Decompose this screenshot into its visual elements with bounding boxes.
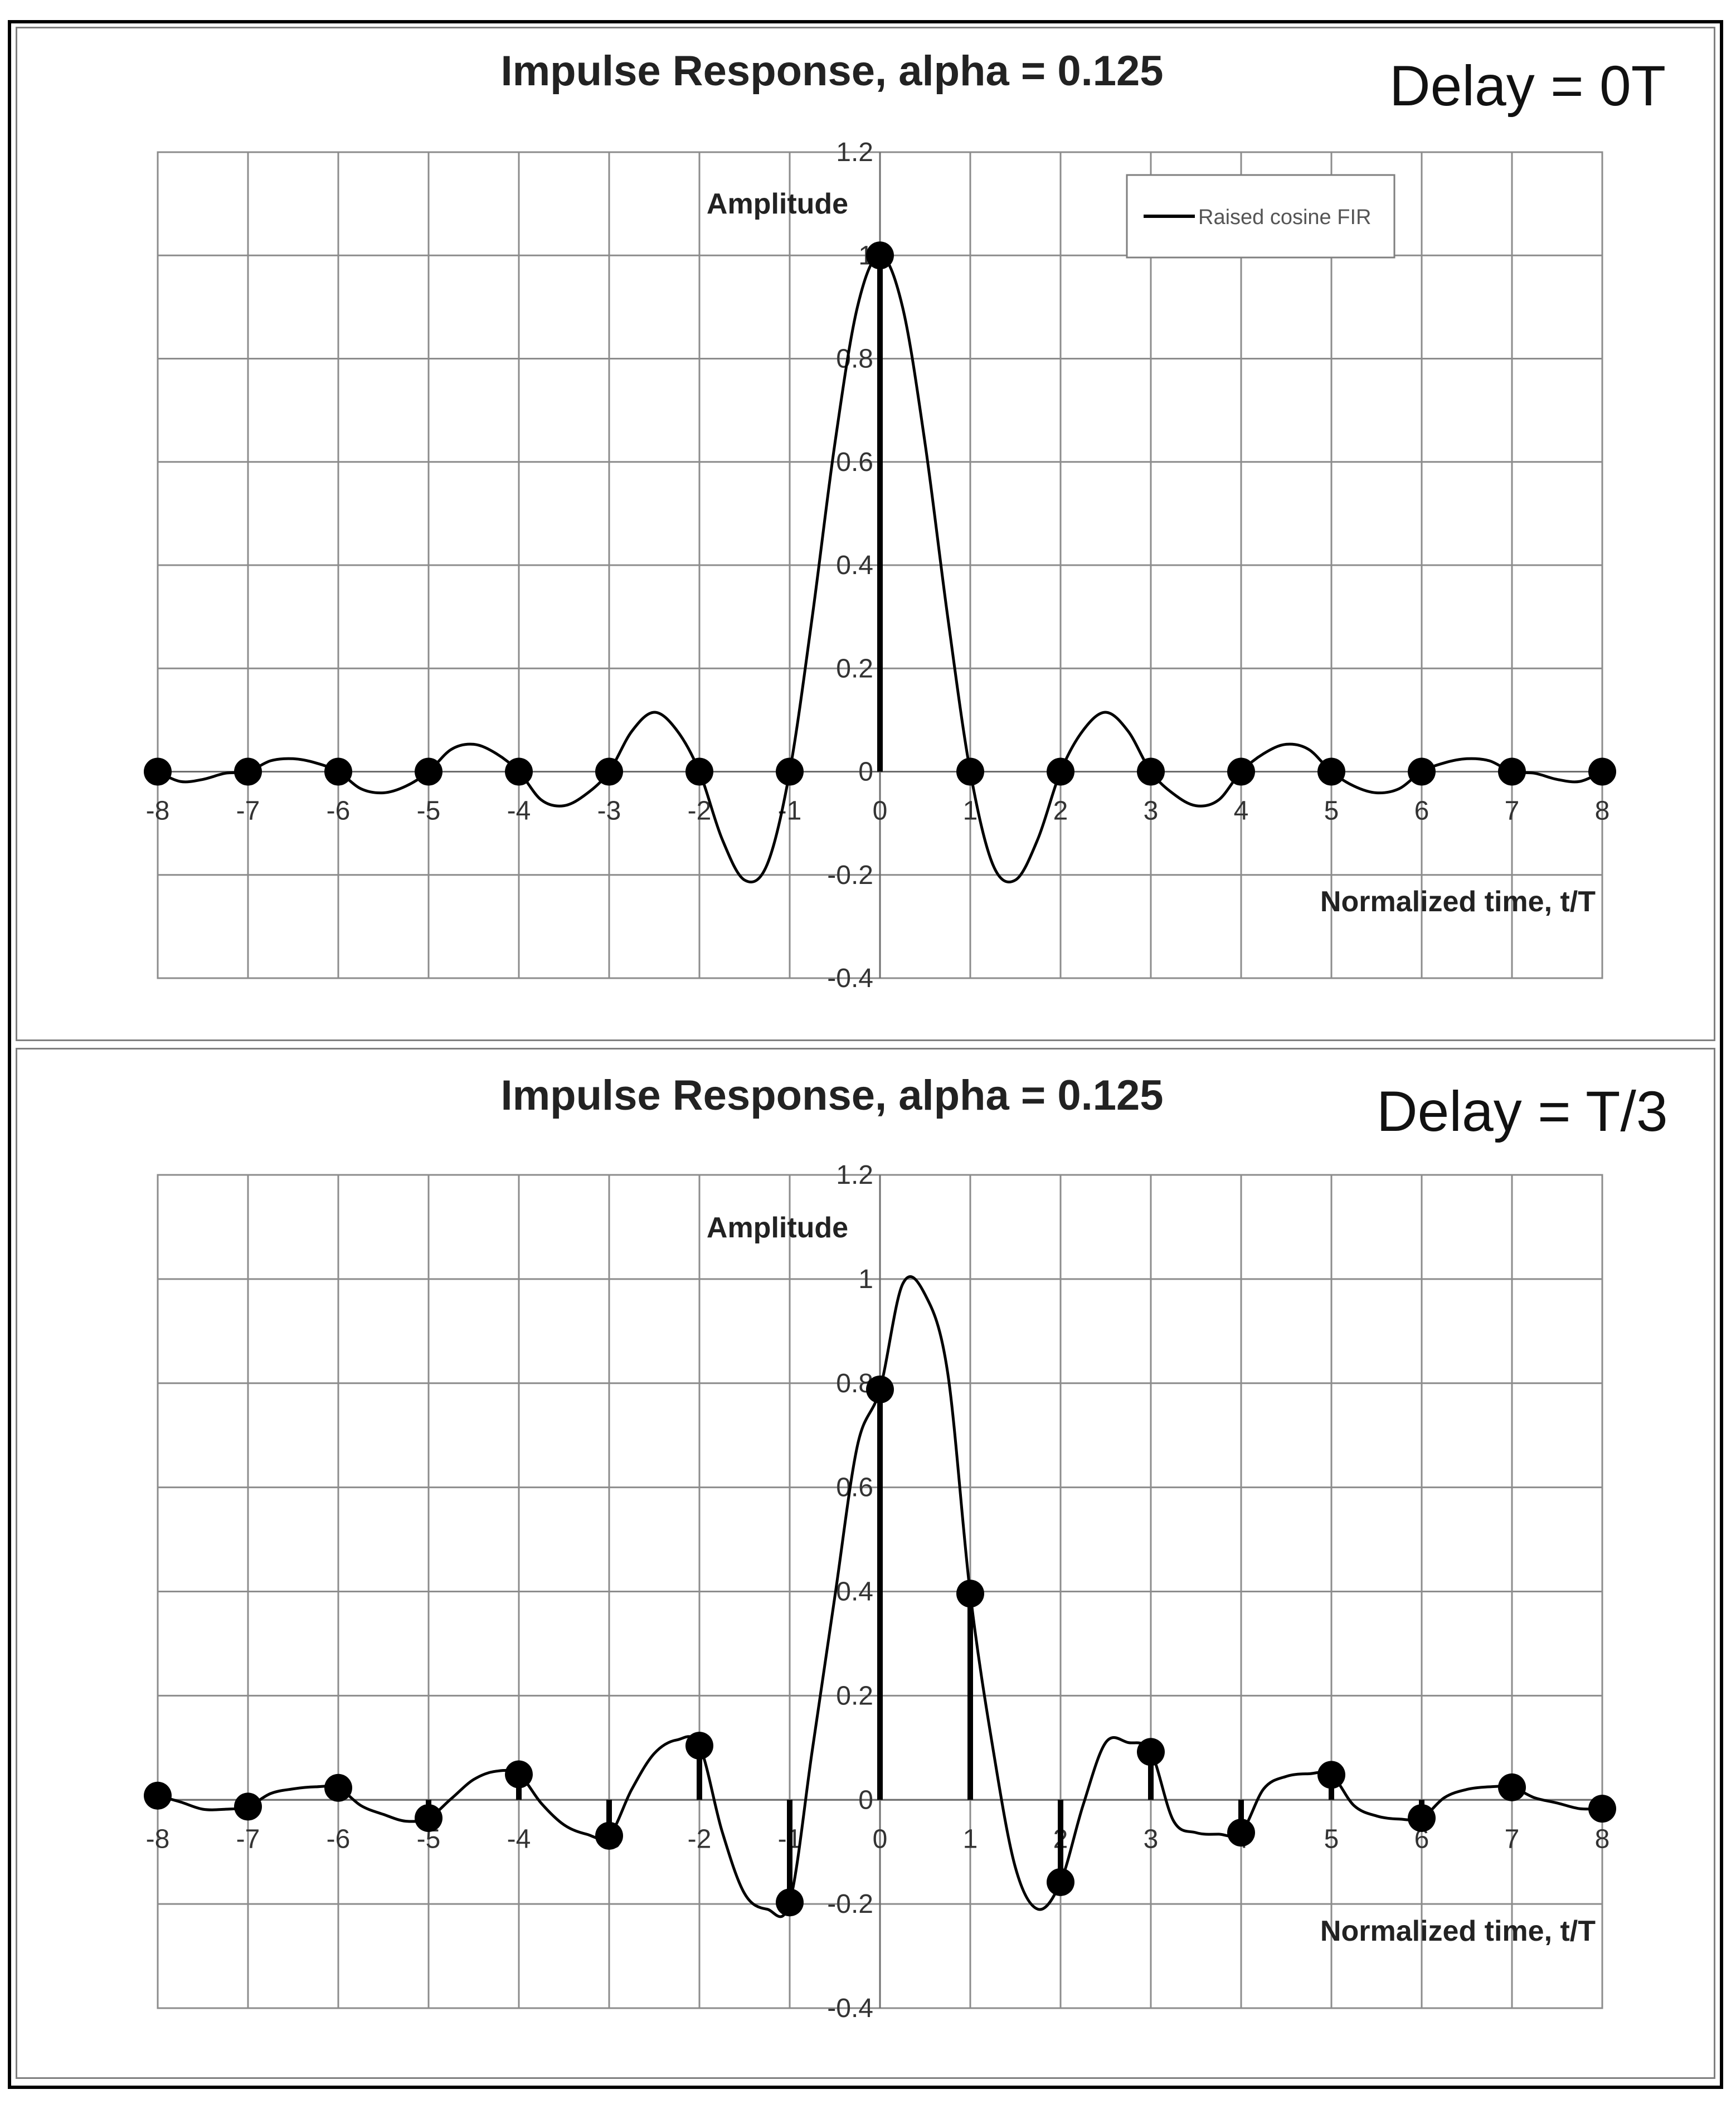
x-tick-label: 8 xyxy=(1595,1824,1610,1854)
x-tick-label: 5 xyxy=(1324,796,1339,826)
sample-point xyxy=(1408,757,1436,786)
sample-point xyxy=(776,757,804,786)
x-axis-label: Normalized time, t/T xyxy=(1320,1915,1596,1947)
x-tick-label: -2 xyxy=(688,1824,712,1854)
sample-point xyxy=(505,1760,533,1789)
x-tick-label: -6 xyxy=(327,1824,351,1854)
x-tick-label: 1 xyxy=(963,1824,978,1854)
sample-point xyxy=(415,757,442,786)
sample-point xyxy=(595,1821,623,1850)
sample-point xyxy=(1047,757,1074,786)
sample-point xyxy=(1137,1738,1165,1766)
sample-point xyxy=(415,1804,442,1832)
y-tick-label: 0.2 xyxy=(836,1681,873,1711)
sample-point xyxy=(324,757,352,786)
sample-point xyxy=(1408,1804,1436,1832)
sample-point xyxy=(956,757,984,786)
y-tick-label: -0.4 xyxy=(827,964,873,993)
delay-annotation-top: Delay = 0T xyxy=(1389,54,1666,118)
y-tick-label: 0.8 xyxy=(836,344,873,374)
sample-point xyxy=(1317,757,1345,786)
sample-point xyxy=(776,1888,804,1917)
y-tick-label: 0 xyxy=(858,757,873,787)
figure-frame xyxy=(8,20,1723,2089)
sample-point xyxy=(1498,1773,1526,1801)
x-tick-label: -7 xyxy=(236,796,260,826)
x-tick-label: 6 xyxy=(1414,796,1429,826)
sample-point xyxy=(1137,757,1165,786)
x-tick-label: 0 xyxy=(873,796,888,826)
x-tick-label: -2 xyxy=(688,796,712,826)
y-axis-label: Amplitude xyxy=(707,188,848,220)
x-tick-label: 7 xyxy=(1505,1824,1520,1854)
y-tick-label: 0.6 xyxy=(836,1473,873,1503)
sample-point xyxy=(595,757,623,786)
x-tick-label: 0 xyxy=(873,1824,888,1854)
y-tick-label: -0.2 xyxy=(827,1889,873,1919)
x-tick-label: 8 xyxy=(1595,796,1610,826)
sample-point xyxy=(685,1732,713,1760)
chart-title-top: Impulse Response, alpha = 0.125 xyxy=(500,47,1164,95)
x-tick-label: 4 xyxy=(1234,796,1249,826)
x-tick-label: 3 xyxy=(1144,1824,1159,1854)
y-tick-label: 0.2 xyxy=(836,654,873,683)
y-tick-label: -0.4 xyxy=(827,1994,873,2023)
sample-point xyxy=(1227,1819,1255,1847)
sample-point xyxy=(685,757,713,786)
y-tick-label: 1.2 xyxy=(836,1160,873,1190)
sample-point xyxy=(144,757,172,786)
y-tick-label: 0 xyxy=(858,1785,873,1815)
chart-panel-top xyxy=(16,27,1715,1041)
x-axis-label: Normalized time, t/T xyxy=(1320,886,1596,918)
chart-panel-bottom xyxy=(16,1048,1715,2079)
x-tick-label: -3 xyxy=(597,796,621,826)
legend-box xyxy=(1126,174,1395,259)
x-tick-label: -8 xyxy=(146,796,170,826)
x-tick-label: -5 xyxy=(417,796,441,826)
sample-point xyxy=(1227,757,1255,786)
sample-point xyxy=(234,1792,262,1821)
chart-title-bottom: Impulse Response, alpha = 0.125 xyxy=(500,1072,1164,1119)
y-tick-label: 0.4 xyxy=(836,1577,873,1607)
x-tick-label: 2 xyxy=(1053,796,1068,826)
y-tick-label: 1 xyxy=(858,1265,873,1294)
legend-entry: Raised cosine FIR xyxy=(1198,206,1371,229)
x-tick-label: -6 xyxy=(327,796,351,826)
sample-point xyxy=(1047,1868,1074,1896)
sample-point xyxy=(1498,757,1526,786)
x-tick-label: 7 xyxy=(1505,796,1520,826)
sample-point xyxy=(956,1580,984,1608)
x-tick-label: -4 xyxy=(507,796,531,826)
x-tick-label: 5 xyxy=(1324,1824,1339,1854)
y-tick-label: 0.6 xyxy=(836,448,873,477)
y-tick-label: 1.2 xyxy=(836,138,873,167)
delay-annotation-bottom: Delay = T/3 xyxy=(1377,1080,1668,1143)
x-tick-label: -4 xyxy=(507,1824,531,1854)
sample-point xyxy=(505,757,533,786)
sample-point xyxy=(1588,1795,1616,1823)
sample-point xyxy=(866,1375,894,1403)
y-axis-label: Amplitude xyxy=(707,1212,848,1244)
x-tick-label: -8 xyxy=(146,1824,170,1854)
y-tick-label: 0.4 xyxy=(836,551,873,580)
sample-point xyxy=(1317,1761,1345,1789)
sample-point xyxy=(1588,757,1616,786)
sample-point xyxy=(144,1781,172,1810)
sample-point xyxy=(234,757,262,786)
sample-point xyxy=(324,1773,352,1802)
x-tick-label: 3 xyxy=(1144,796,1159,826)
x-tick-label: -7 xyxy=(236,1824,260,1854)
sample-point xyxy=(866,241,894,270)
y-tick-label: -0.2 xyxy=(827,861,873,890)
